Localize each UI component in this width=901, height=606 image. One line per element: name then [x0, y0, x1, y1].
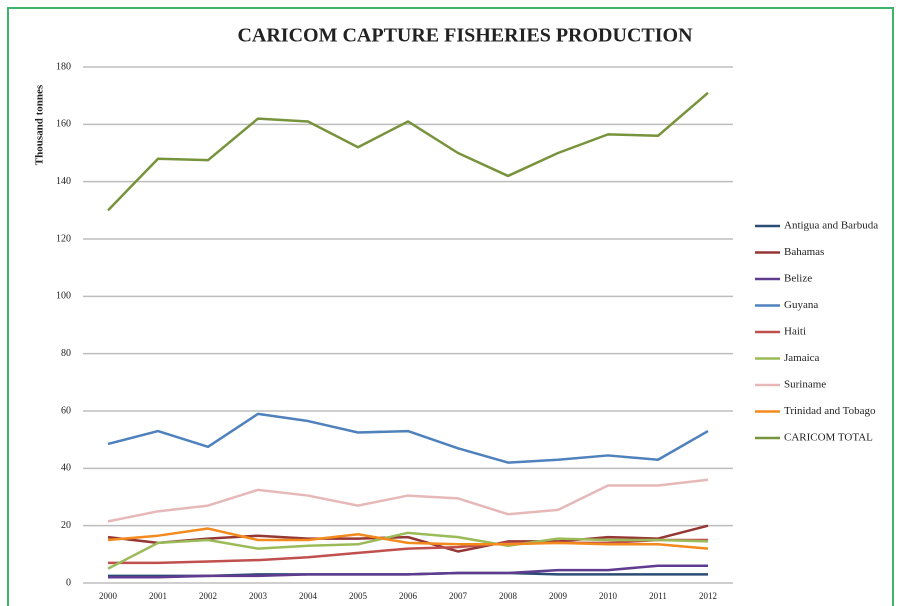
legend-label: Antigua and Barbuda	[784, 220, 878, 232]
x-tick-label: 2002	[199, 591, 217, 601]
y-tick-label: 80	[61, 348, 71, 359]
series-line	[107, 527, 709, 550]
chart-title: CARICOM CAPTURE FISHERIES PRODUCTION	[237, 25, 693, 47]
x-tick-label: 2003	[249, 591, 268, 601]
series-line	[107, 478, 709, 523]
x-tick-label: 2000	[99, 591, 118, 601]
x-tick-label: 2012	[699, 591, 717, 601]
y-tick-label: 120	[56, 233, 71, 244]
y-tick-label: 20	[61, 520, 71, 531]
y-tick-label: 0	[66, 577, 71, 588]
x-tick-label: 2004	[299, 591, 318, 601]
legend-label: Suriname	[784, 379, 826, 391]
y-tick-label: 100	[56, 291, 71, 302]
series-line	[108, 564, 708, 579]
series-line	[108, 538, 708, 565]
legend-label: Jamaica	[784, 352, 820, 364]
legend-label: CARICOM TOTAL	[784, 432, 873, 444]
series-line	[107, 531, 709, 570]
y-tick-label: 140	[56, 176, 71, 187]
x-tick-label: 2011	[649, 591, 667, 601]
legend-label: Trinidad and Tobago	[784, 405, 876, 417]
y-axis-label: Thousand tonnes	[34, 84, 46, 165]
y-tick-label: 40	[61, 463, 71, 474]
y-tick-label: 160	[56, 119, 71, 130]
x-tick-label: 2008	[499, 591, 518, 601]
series-line	[107, 91, 709, 212]
x-tick-label: 2005	[349, 591, 368, 601]
x-tick-label: 2006	[399, 591, 418, 601]
x-tick-label: 2009	[549, 591, 568, 601]
legend-label: Bahamas	[784, 246, 824, 258]
y-tick-label: 60	[61, 405, 71, 416]
frame	[7, 7, 894, 606]
series-line	[107, 524, 709, 553]
legend-label: Guyana	[784, 299, 818, 311]
x-tick-label: 2001	[149, 591, 167, 601]
x-tick-label: 2010	[599, 591, 618, 601]
series-line	[107, 412, 709, 464]
legend-label: Belize	[784, 273, 812, 285]
x-tick-label: 2007	[449, 591, 468, 601]
y-tick-label: 180	[56, 61, 71, 72]
legend-label: Haiti	[784, 326, 806, 338]
